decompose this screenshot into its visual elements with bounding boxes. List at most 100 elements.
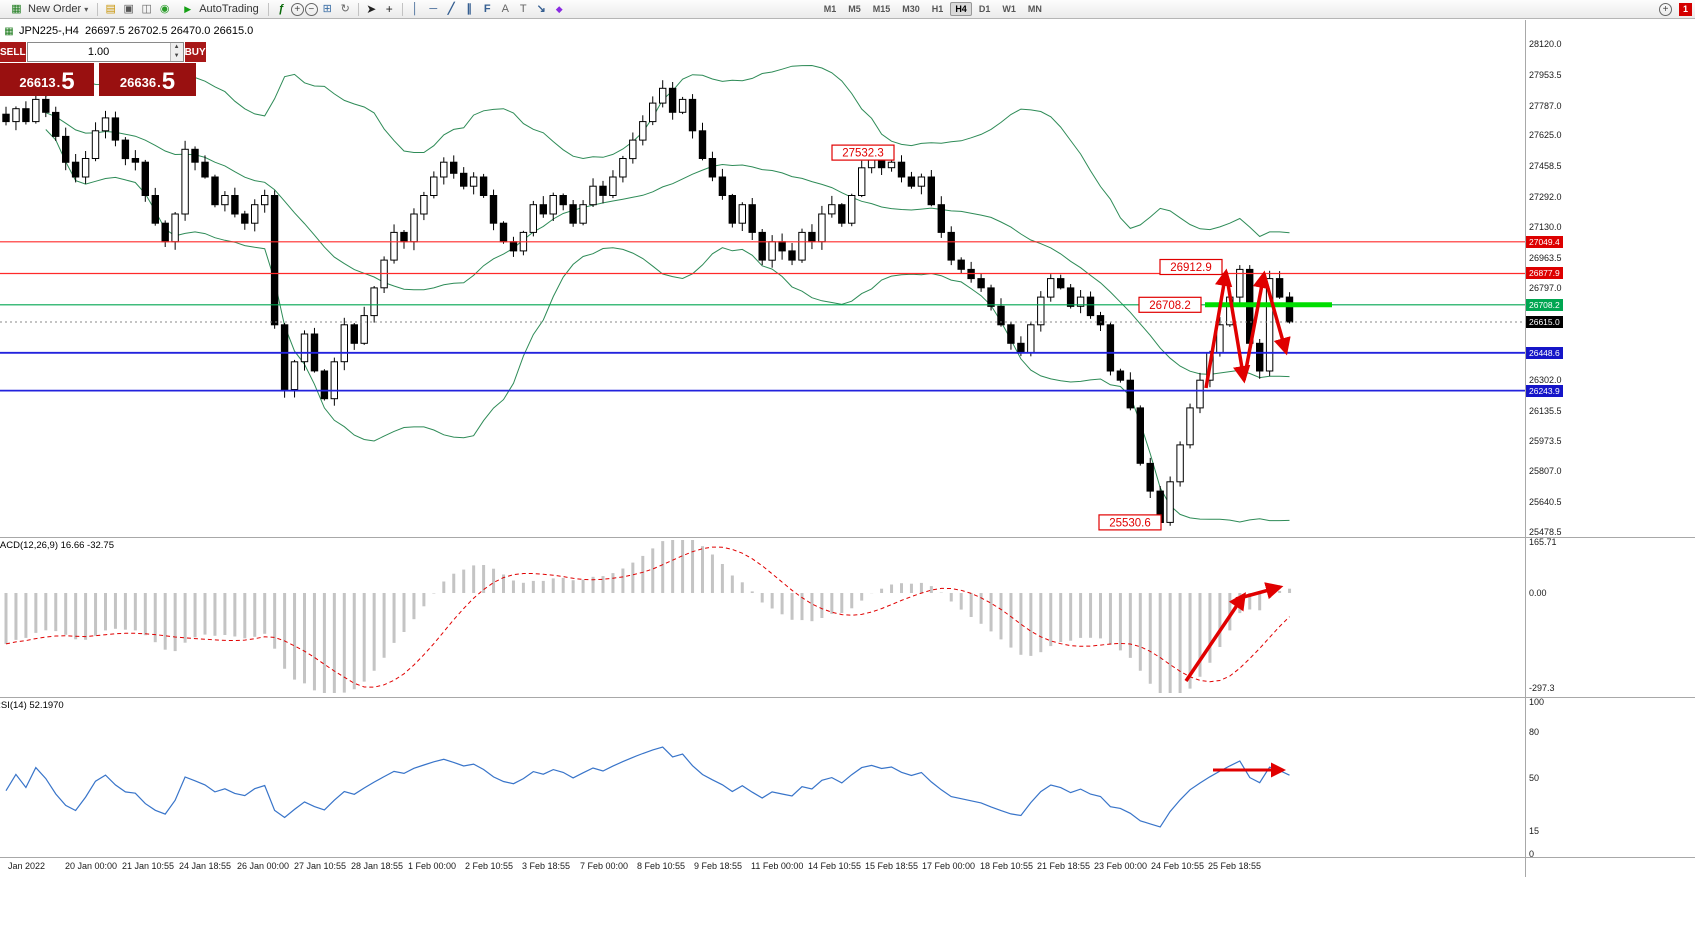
price-axis[interactable]: 28120.0 27953.5 27787.0 27625.0 27458.5 27292… [1525, 20, 1695, 537]
shapes-tool-icon[interactable]: ◆ [555, 3, 563, 14]
buy-price-dot: . [157, 75, 161, 90]
time-label: 1 Feb 00:00 [408, 861, 457, 871]
axis-divider [1525, 20, 1526, 877]
sell-price-main: 26613 [19, 75, 56, 90]
macd-svg[interactable] [0, 537, 1695, 697]
main-chart-svg[interactable]: 27532.3 26912.9 26708.2 25530.6 [0, 20, 1695, 537]
buy-button[interactable]: BUY [184, 42, 206, 62]
rsi-axis-label: 80 [1529, 727, 1540, 737]
sell-button[interactable]: SELL [0, 42, 26, 62]
symbol-ohlc-text: JPN225-,H4 26697.5 26702.5 26470.0 26615… [19, 25, 254, 37]
toolbar-separator [357, 2, 359, 16]
text-tool-icon[interactable]: A [501, 2, 509, 15]
print-icon[interactable]: ▣ [123, 2, 134, 15]
indicators-icon[interactable]: ƒ [278, 2, 285, 15]
rsi-axis-label: 0 [1529, 849, 1535, 859]
volume-input[interactable] [27, 43, 170, 61]
price-tag: 26448.6 [1526, 347, 1563, 359]
price-axis-label: 25973.5 [1529, 436, 1562, 446]
volume-spinner: ▲ ▼ [169, 43, 183, 61]
time-axis[interactable]: Jan 2022 20 Jan 00:00 21 Jan 10:55 24 Jan 1… [0, 857, 1695, 877]
price-axis-label: 25807.0 [1529, 466, 1562, 476]
price-axis-label: 28120.0 [1529, 39, 1562, 49]
tile-windows-icon[interactable]: ⊞ [322, 2, 332, 15]
buy-price-pips: 5 [161, 68, 176, 95]
autotrading-label: AutoTrading [199, 3, 259, 15]
price-axis-label: 26302.0 [1529, 375, 1562, 385]
toolbar: ▦ New Order ▾ ▤ ▣ ◫ ◉ ▶ AutoTrading ƒ + … [0, 0, 1695, 19]
rsi-svg[interactable] [0, 697, 1695, 857]
price-axis-label: 26963.5 [1529, 253, 1562, 263]
timeframe-w1[interactable]: W1 [1002, 4, 1016, 14]
timeframe-m30[interactable]: M30 [902, 4, 920, 14]
rsi-panel[interactable]: RSI(14) 52.1970 100 80 50 15 0 [0, 697, 1695, 859]
toolbar-separator [267, 2, 269, 16]
autotrading-play-icon: ▶ [184, 3, 192, 14]
price-axis-label: 27292.0 [1529, 192, 1562, 202]
timeframe-m15[interactable]: M15 [872, 4, 891, 14]
time-label: 3 Feb 18:55 [522, 861, 571, 871]
time-label: 18 Feb 10:55 [980, 861, 1034, 871]
search-icon[interactable]: + [1659, 2, 1672, 16]
sell-price-dot: . [56, 75, 61, 90]
vertical-line-tool-icon[interactable]: │ [411, 2, 419, 15]
refresh-icon[interactable]: ↻ [340, 2, 350, 15]
svg-text:25530.6: 25530.6 [1109, 517, 1151, 529]
rsi-axis-label: 15 [1529, 826, 1540, 836]
volume-increase-button[interactable]: ▲ [170, 43, 183, 52]
horizontal-line-tool-icon[interactable]: ─ [429, 2, 438, 15]
time-label: 26 Jan 00:00 [237, 861, 290, 871]
new-order-icon: ▦ [11, 2, 22, 15]
time-label: 27 Jan 10:55 [294, 861, 347, 871]
window-badge[interactable]: 1 [1679, 2, 1692, 16]
panel-separator[interactable] [0, 697, 1695, 698]
macd-panel[interactable]: MACD(12,26,9) 16.66 -32.75 165.71 0.00 -29… [0, 537, 1695, 697]
buy-price-main: 26636 [119, 75, 157, 90]
buy-price[interactable]: 26636. 5 [99, 63, 196, 96]
panel-separator[interactable] [0, 537, 1695, 538]
svg-text:26912.9: 26912.9 [1170, 262, 1212, 274]
timeframe-m1[interactable]: M1 [823, 4, 837, 14]
new-order-button[interactable]: ▦ New Order ▾ [3, 1, 93, 18]
timeframe-m5[interactable]: M5 [848, 4, 861, 14]
macd-label: MACD(12,26,9) 16.66 -32.75 [0, 540, 114, 551]
zoom-out-icon[interactable]: − [304, 2, 318, 16]
volume-field: ▲ ▼ [26, 42, 184, 62]
main-chart-panel[interactable]: 27532.3 26912.9 26708.2 25530.6 ▦ JPN225-,H… [0, 20, 1695, 537]
rsi-axis-label: 50 [1529, 773, 1540, 783]
timeframe-group: M1 M5 M15 M30 H1 H4 D1 W1 MN [819, 2, 1047, 16]
timeframe-mn[interactable]: MN [1027, 4, 1042, 14]
price-tag: 26708.2 [1526, 299, 1563, 311]
time-label: 7 Feb 00:00 [580, 861, 629, 871]
price-tag: 26243.9 [1526, 385, 1563, 397]
timeframe-h1[interactable]: H1 [931, 4, 944, 14]
volume-decrease-button[interactable]: ▼ [170, 52, 183, 61]
cursor-icon[interactable]: ➤ [366, 1, 377, 16]
price-axis-label: 25640.5 [1529, 497, 1562, 507]
price-tag: 27049.4 [1526, 236, 1563, 248]
crosshair-icon[interactable]: + [385, 1, 393, 16]
arrows-tool-icon[interactable]: ↘ [536, 2, 546, 15]
autotrading-button[interactable]: ▶ AutoTrading [174, 1, 264, 18]
time-label: 24 Jan 18:55 [179, 861, 232, 871]
channel-tool-icon[interactable]: ∥ [466, 2, 472, 15]
svg-text:26708.2: 26708.2 [1149, 300, 1191, 312]
timeframe-d1[interactable]: D1 [978, 4, 991, 14]
price-axis-label: 26135.5 [1529, 406, 1562, 416]
mql-editor-icon[interactable]: ◉ [159, 2, 170, 15]
one-click-trading-panel: SELL ▲ ▼ BUY 26613.5 26636.5 [0, 42, 206, 96]
timeframe-h4[interactable]: H4 [950, 2, 972, 16]
macd-axis-label: -297.3 [1529, 683, 1555, 693]
time-label: 21 Jan 10:55 [122, 861, 175, 871]
sell-price-pips: 5 [61, 68, 75, 95]
time-label: 14 Feb 10:55 [808, 861, 862, 871]
fibonacci-tool-icon[interactable]: F [483, 2, 491, 15]
trendline-tool-icon[interactable]: ╱ [447, 2, 455, 15]
macd-axis-label: 0.00 [1529, 588, 1547, 598]
sell-price[interactable]: 26613. 5 [0, 63, 94, 96]
label-tool-icon[interactable]: T [519, 2, 527, 15]
profiles-icon[interactable]: ▤ [105, 2, 116, 15]
zoom-in-icon[interactable]: + [290, 2, 304, 16]
data-window-icon[interactable]: ◫ [141, 2, 152, 15]
price-axis-label: 27625.0 [1529, 130, 1562, 140]
